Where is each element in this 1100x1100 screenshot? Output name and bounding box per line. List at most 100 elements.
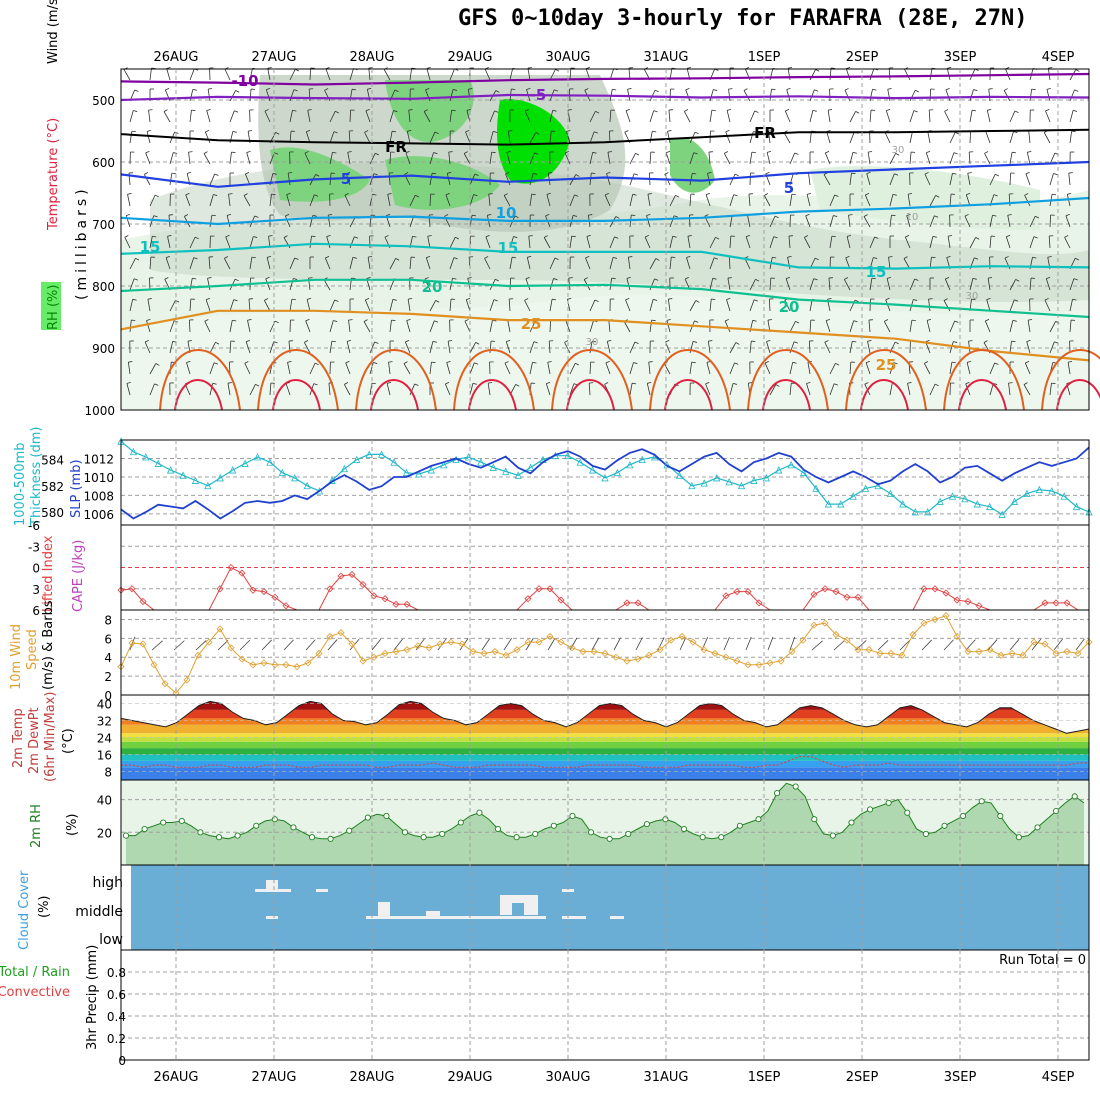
precip-tick-label: 0 — [118, 1054, 126, 1068]
wind-barb-flag — [407, 130, 412, 132]
wind-tick-label: 4 — [104, 651, 112, 665]
wind-barb-flag — [448, 340, 453, 342]
wind-barb — [949, 194, 952, 207]
isotherm-35-loop — [174, 379, 223, 411]
contour-label: 20 — [422, 278, 443, 296]
rh-point — [606, 835, 613, 842]
wind-barb — [364, 299, 371, 312]
wind-barb-flag — [186, 360, 191, 363]
lifted-point — [931, 585, 939, 593]
wind-barb — [329, 111, 336, 123]
wind-barb — [348, 320, 351, 333]
wind-barb — [289, 299, 293, 312]
wind-barb-flag — [944, 109, 949, 112]
wind-barb-flag — [1055, 321, 1060, 324]
upper-air-ylabel-mb: (millibars) — [74, 185, 90, 300]
wind-barb-flag — [314, 194, 319, 197]
wind-barb-flag — [713, 257, 718, 260]
wind-barb — [249, 89, 252, 102]
wind-barb — [323, 279, 331, 291]
wind-barb — [145, 152, 151, 165]
surface-wind-barb — [613, 637, 621, 651]
lifted-point — [634, 599, 642, 607]
wind-barb-flag — [673, 215, 678, 218]
wind-barb — [644, 236, 651, 249]
wind-barb-flag — [952, 172, 957, 175]
wind-barb — [189, 89, 194, 102]
wind-barb — [484, 258, 491, 270]
thickness-point — [626, 460, 634, 469]
thickness-point — [911, 508, 919, 516]
top-date-label: 4SEP — [1042, 50, 1075, 65]
wind-barb — [967, 173, 971, 186]
wind-barb-flag — [693, 152, 698, 155]
wind-speed-line — [120, 615, 1090, 694]
thickness-point — [837, 500, 845, 508]
wind-barb — [829, 363, 836, 375]
wind-barb — [289, 257, 296, 270]
wind-barb — [589, 341, 593, 354]
wind-barb-flag — [686, 255, 691, 258]
wind-barb-flag — [232, 319, 237, 322]
wind-barb — [1009, 152, 1013, 165]
wind-barb-flag — [855, 111, 860, 114]
wind-barb-flag — [435, 300, 440, 303]
slp-tick-label: 1006 — [83, 508, 114, 522]
wind-speed-point — [480, 649, 488, 658]
wind-barb — [646, 383, 651, 396]
wind-barb-flag — [445, 192, 450, 196]
lifted-point — [238, 569, 246, 577]
rh-point — [457, 819, 464, 826]
thickness-point — [427, 466, 435, 474]
wind-barb — [929, 383, 936, 396]
cloud-bar — [255, 889, 291, 892]
wind-barb — [246, 152, 251, 165]
wind-speed-point — [975, 647, 983, 656]
wind-barb-flag — [447, 172, 452, 174]
rh-area — [126, 783, 1084, 865]
wind-barb-flag — [825, 318, 831, 322]
wind-barb-flag — [694, 320, 699, 323]
wind-barb — [949, 132, 956, 144]
isotherm-line — [120, 93, 1090, 102]
wind-barb-flag — [215, 341, 220, 345]
wind-barb-flag — [244, 361, 249, 364]
lifted-point — [524, 595, 532, 603]
wind-barb — [209, 173, 216, 186]
wind-barb-flag — [646, 213, 651, 216]
wind-barb — [529, 341, 535, 354]
ylabel-10m-wind: 10m Wind — [9, 624, 24, 690]
wind-speed-point — [436, 640, 444, 648]
wind-barb-flag — [871, 277, 876, 280]
wind-barb-flag — [1048, 67, 1053, 69]
wind-barb-flag — [132, 298, 137, 301]
wind-barb-flag — [352, 256, 357, 259]
surface-wind-barb — [1031, 638, 1042, 651]
wind-barb-flag — [813, 278, 818, 281]
surface-wind-barb — [569, 637, 578, 651]
wind-barb — [529, 362, 533, 375]
wind-barb — [405, 152, 411, 165]
wind-speed-point — [601, 649, 609, 658]
wind-barb-flag — [895, 153, 900, 156]
wind-barb-flag — [787, 256, 792, 258]
wind-barb — [267, 68, 271, 81]
wind-barb — [529, 194, 533, 207]
wind-barb — [189, 257, 195, 270]
thickness-point — [886, 489, 895, 498]
wind-barb-flag — [1023, 382, 1028, 385]
wind-barb — [244, 173, 251, 186]
wind-barb — [745, 236, 751, 249]
wind-speed-point — [524, 638, 532, 646]
cloud-level-label: middle — [75, 904, 123, 920]
wind-barb — [989, 362, 996, 375]
thickness-point — [1035, 485, 1044, 494]
rh-point — [141, 825, 148, 833]
wind-speed-point — [887, 649, 895, 658]
wind-barb — [747, 215, 751, 228]
wind-barb — [449, 68, 455, 81]
rh-point — [1053, 808, 1060, 815]
bottom-date-label: 3SEP — [944, 1070, 977, 1085]
wind-barb — [884, 131, 891, 144]
wind-barb-flag — [964, 214, 969, 217]
